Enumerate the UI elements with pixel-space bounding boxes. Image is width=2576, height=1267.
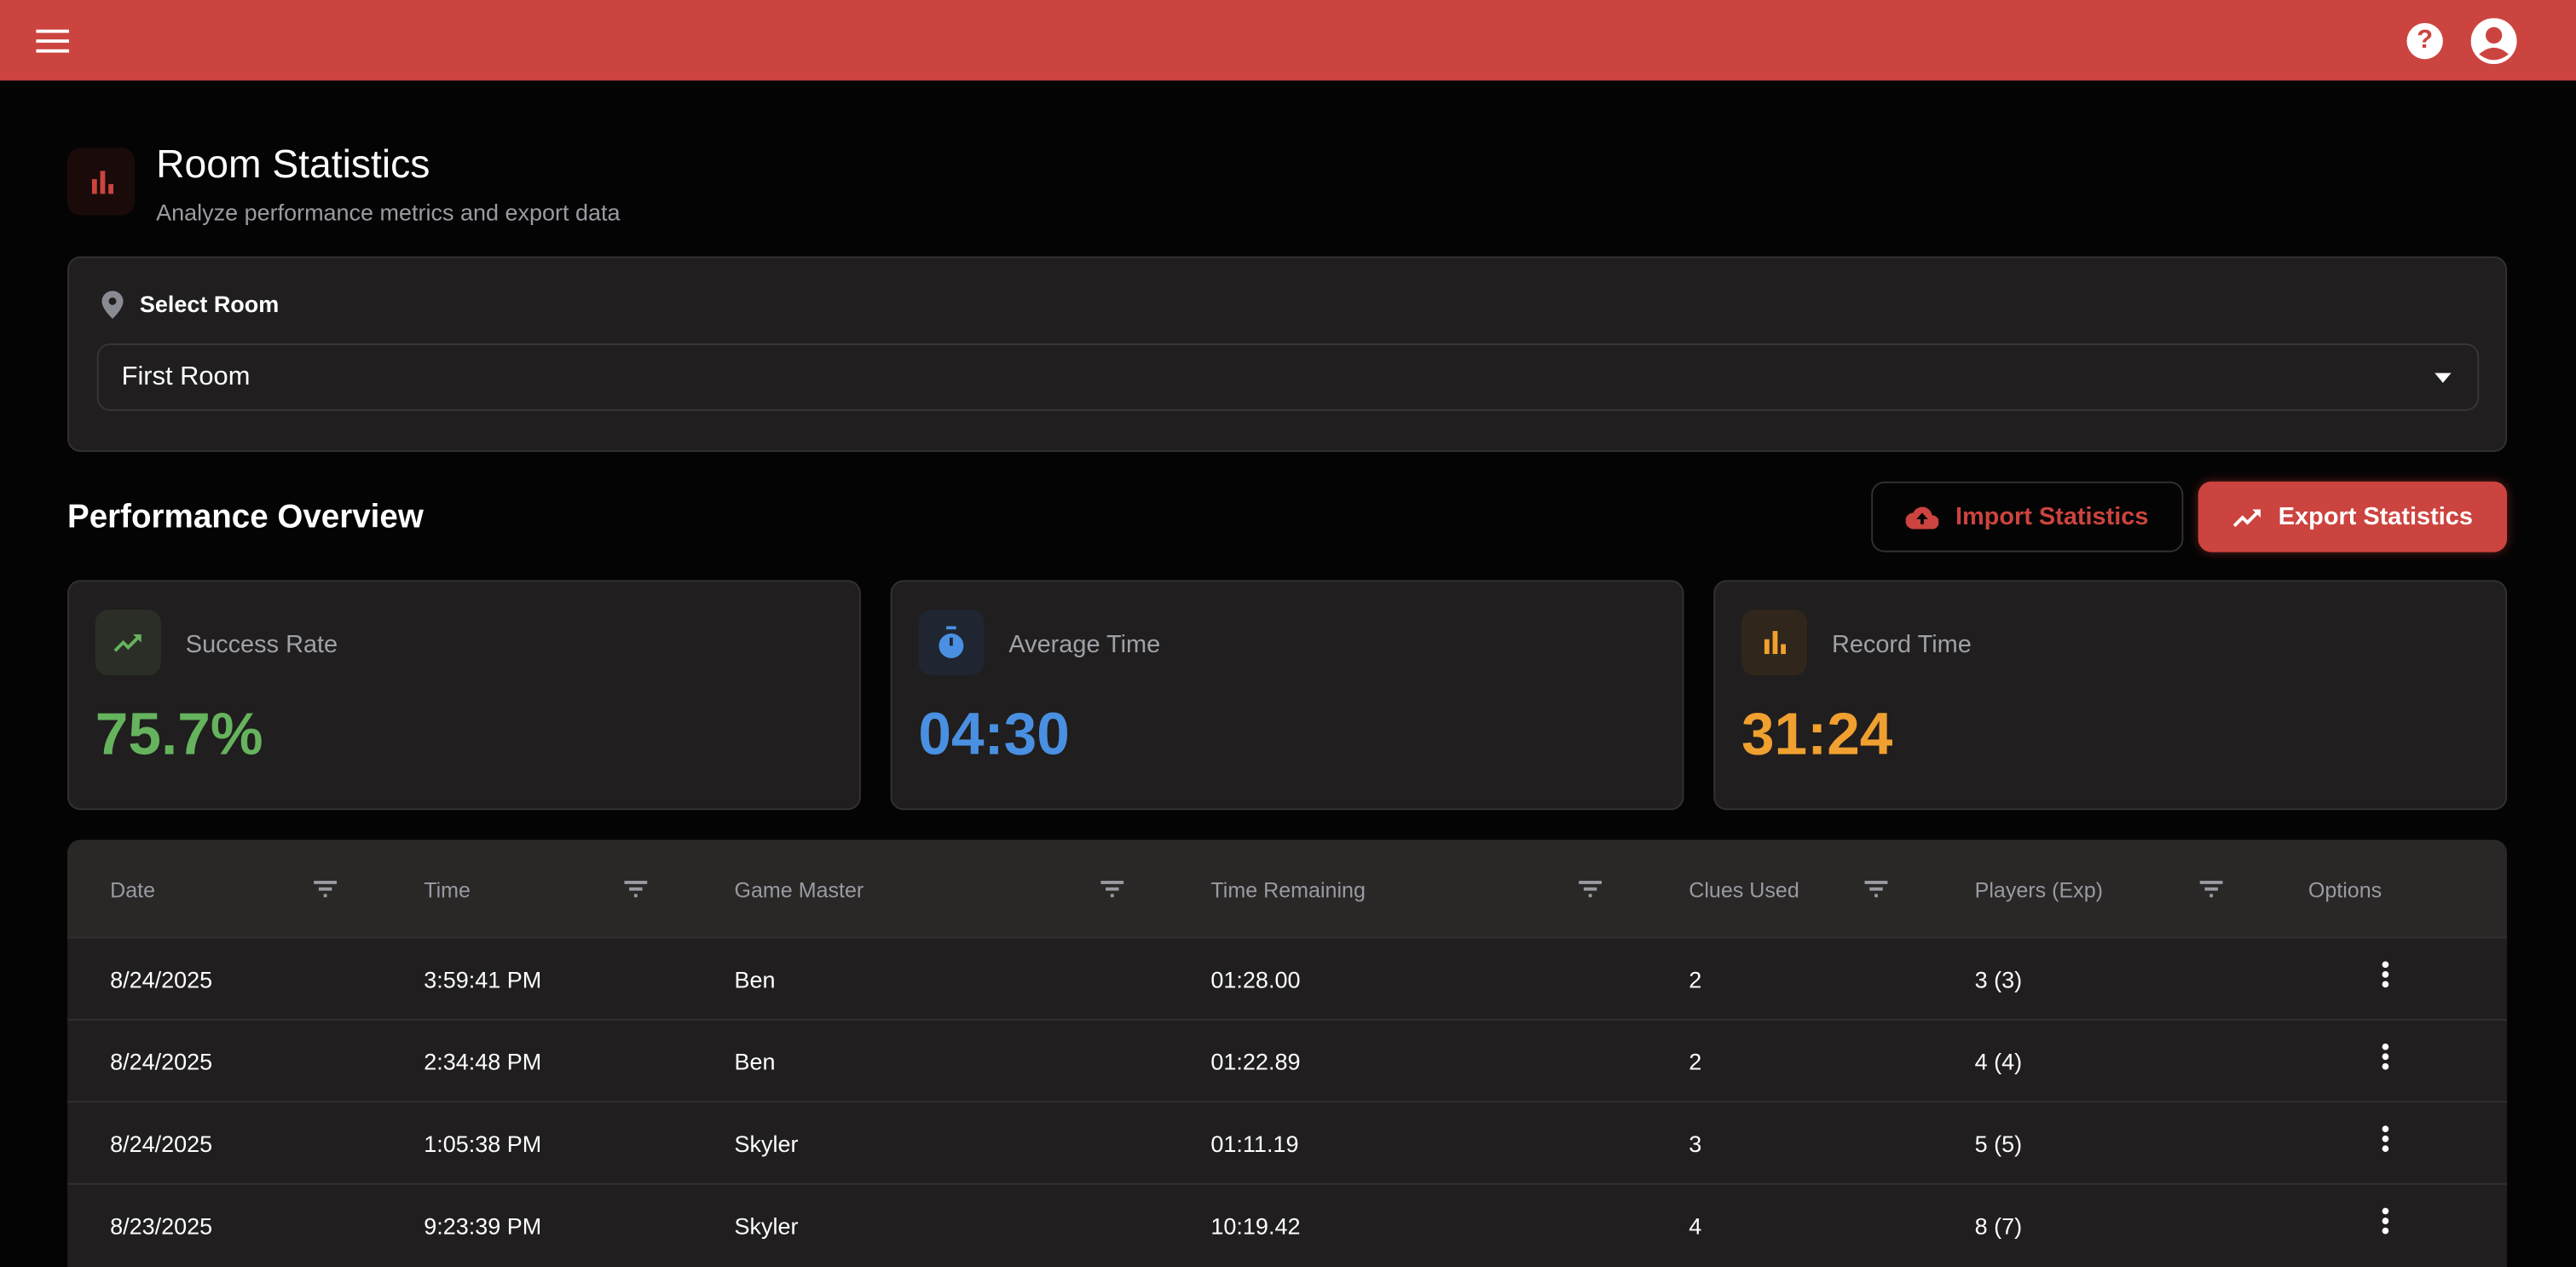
hamburger-menu-icon[interactable] (36, 28, 69, 55)
cell-date: 8/24/2025 (110, 1130, 213, 1157)
filter-icon[interactable] (1864, 877, 1888, 907)
cell-time: 1:05:38 PM (424, 1130, 542, 1157)
cell-date: 8/24/2025 (110, 1048, 213, 1075)
export-statistics-button[interactable]: Export Statistics (2198, 481, 2508, 553)
dropdown-arrow-icon (2434, 373, 2452, 384)
filter-icon[interactable] (1100, 877, 1124, 907)
column-header-players[interactable]: Players (Exp) (1974, 877, 2104, 903)
table-row[interactable] (67, 1183, 2508, 1266)
cell-date: 8/23/2025 (110, 1212, 213, 1240)
column-header-date[interactable]: Date (110, 877, 156, 903)
section-title: Performance Overview (67, 499, 424, 536)
stat-icon-box (1741, 610, 1808, 676)
cell-players: 4 (4) (1974, 1048, 2023, 1075)
cell-game-master: Skyler (734, 1130, 799, 1157)
bar-chart-icon (1764, 631, 1786, 655)
stat-label: Success Rate (185, 631, 338, 659)
more-options-icon[interactable] (2376, 960, 2395, 993)
filter-icon[interactable] (624, 877, 648, 907)
trending-up-icon (2232, 508, 2261, 527)
stat-card-success-rate: Success Rate 75.7% (67, 580, 861, 811)
stat-card-record-time: Record Time 31:24 (1713, 580, 2508, 811)
stat-label: Record Time (1831, 631, 1972, 659)
timer-icon (939, 626, 964, 658)
page-subtitle: Analyze performance metrics and export d… (156, 199, 621, 226)
trending-up-icon (113, 634, 142, 652)
page-title: Room Statistics (156, 142, 430, 188)
cell-clues-used: 2 (1689, 1048, 1702, 1075)
more-options-icon[interactable] (2376, 1042, 2395, 1075)
stat-icon-box (95, 610, 161, 676)
more-options-icon[interactable] (2376, 1124, 2395, 1157)
export-statistics-label: Export Statistics (2278, 502, 2473, 531)
column-header-options: Options (2307, 877, 2383, 903)
room-select-dropdown[interactable]: First Room (96, 343, 2480, 411)
more-options-icon[interactable] (2376, 1206, 2395, 1240)
stat-label: Average Time (1008, 631, 1161, 659)
account-circle-icon[interactable] (2470, 18, 2517, 65)
stat-value: 31:24 (1741, 700, 1893, 768)
cell-time: 3:59:41 PM (424, 966, 542, 993)
cell-time-remaining: 10:19.42 (1210, 1212, 1301, 1240)
stat-icon-box (918, 610, 985, 676)
select-room-label: Select Room (139, 291, 280, 317)
table-header (67, 839, 2508, 937)
stat-value: 04:30 (918, 700, 1070, 768)
filter-icon[interactable] (314, 877, 338, 907)
location-pin-icon (101, 291, 124, 319)
cell-players: 8 (7) (1974, 1212, 2023, 1240)
table-row[interactable] (67, 1018, 2508, 1102)
cell-time-remaining: 01:11.19 (1210, 1130, 1299, 1157)
table-row[interactable] (67, 936, 2508, 1019)
cell-game-master: Skyler (734, 1212, 799, 1240)
filter-icon[interactable] (2199, 877, 2223, 907)
page-icon (67, 148, 136, 216)
cell-players: 5 (5) (1974, 1130, 2023, 1157)
bar-chart-icon (90, 170, 113, 194)
cell-clues-used: 3 (1689, 1130, 1702, 1157)
cell-clues-used: 2 (1689, 966, 1702, 993)
filter-icon[interactable] (1579, 877, 1603, 907)
column-header-time-remaining[interactable]: Time Remaining (1210, 877, 1366, 903)
app-bar: ? (0, 0, 2576, 81)
cell-clues-used: 4 (1689, 1212, 1702, 1240)
cell-time-remaining: 01:22.89 (1210, 1048, 1301, 1075)
column-header-clues-used[interactable]: Clues Used (1689, 877, 1799, 903)
cell-time-remaining: 01:28.00 (1210, 966, 1301, 993)
cell-date: 8/24/2025 (110, 966, 213, 993)
stat-card-average-time: Average Time 04:30 (890, 580, 1684, 811)
table-row[interactable] (67, 1101, 2508, 1183)
cell-players: 3 (3) (1974, 966, 2023, 993)
cloud-upload-icon (1906, 506, 1939, 529)
stat-value: 75.7% (95, 700, 263, 768)
column-header-time[interactable]: Time (424, 877, 471, 903)
room-select-card: Select Room First Room (67, 256, 2508, 453)
room-select-value: First Room (121, 362, 251, 391)
cell-time: 9:23:39 PM (424, 1212, 542, 1240)
import-statistics-button[interactable]: Import Statistics (1871, 481, 2184, 553)
cell-game-master: Ben (734, 1048, 776, 1075)
import-statistics-label: Import Statistics (1955, 502, 2149, 531)
cell-game-master: Ben (734, 966, 776, 993)
column-header-game-master[interactable]: Game Master (734, 877, 864, 903)
help-circle-icon[interactable]: ? (2406, 22, 2443, 60)
cell-time: 2:34:48 PM (424, 1048, 542, 1075)
